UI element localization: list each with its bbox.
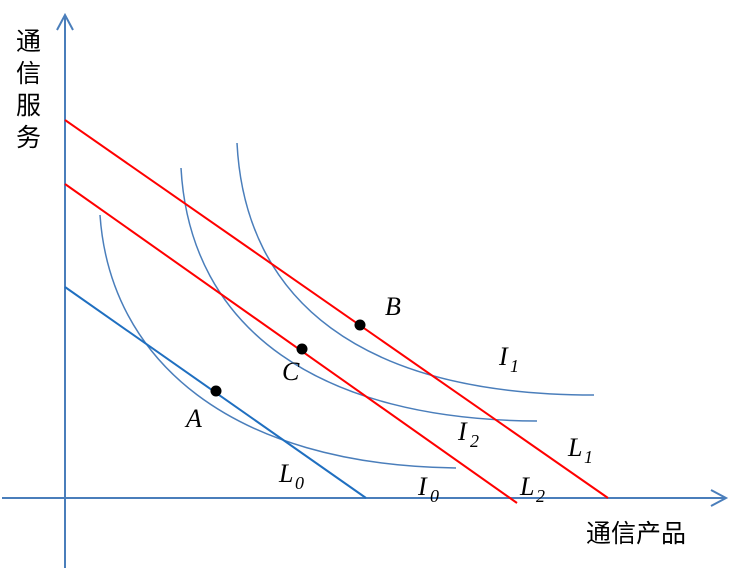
y-axis-label-char: 通 [16, 27, 41, 56]
points [210, 319, 366, 397]
curve-label-i2-main: I [457, 417, 468, 446]
line-label-l1-sub: 1 [584, 447, 593, 467]
line-label-l0-sub: 0 [295, 473, 304, 493]
line-label-l0: L 0 [278, 459, 304, 493]
point-c [296, 343, 308, 355]
x-axis-arrow-icon [710, 489, 729, 507]
point-a [210, 385, 222, 397]
budget-line-l2 [64, 183, 518, 504]
indifference-curve-i0 [99, 214, 457, 469]
line-label-l2-main: L [519, 472, 534, 501]
x-axis-label: 通信产品 [586, 519, 686, 548]
line-label-l2: L 2 [519, 472, 545, 506]
y-axis-label-char: 务 [16, 123, 41, 152]
budget-lines [64, 119, 609, 504]
line-label-l2-sub: 2 [536, 486, 545, 506]
curve-label-i2: I 2 [457, 417, 479, 451]
point-label-c: C [282, 357, 300, 386]
curve-label-i1: I 1 [498, 342, 519, 376]
indifference-curve-i1 [236, 142, 595, 396]
point-label-b: B [385, 292, 401, 321]
point-b [354, 319, 366, 331]
y-axis-label: 通 信 服 务 [16, 27, 41, 152]
y-axis-arrow-icon [56, 12, 74, 31]
curve-label-i1-sub: 1 [510, 356, 519, 376]
point-label-a: A [184, 404, 202, 433]
indifference-curves [99, 142, 595, 469]
budget-line-l1 [64, 119, 609, 499]
line-label-l1: L 1 [567, 433, 593, 467]
curve-label-i0: I 0 [417, 472, 439, 506]
indifference-curve-i2 [180, 167, 538, 422]
curve-label-i0-main: I [417, 472, 428, 501]
curve-label-i0-sub: 0 [430, 486, 439, 506]
y-axis-label-char: 信 [16, 59, 41, 88]
line-label-l1-main: L [567, 433, 582, 462]
line-label-l0-main: L [278, 459, 293, 488]
curve-label-i1-main: I [498, 342, 509, 371]
y-axis-label-char: 服 [16, 91, 41, 120]
curve-label-i2-sub: 2 [470, 431, 479, 451]
axes [2, 12, 729, 568]
